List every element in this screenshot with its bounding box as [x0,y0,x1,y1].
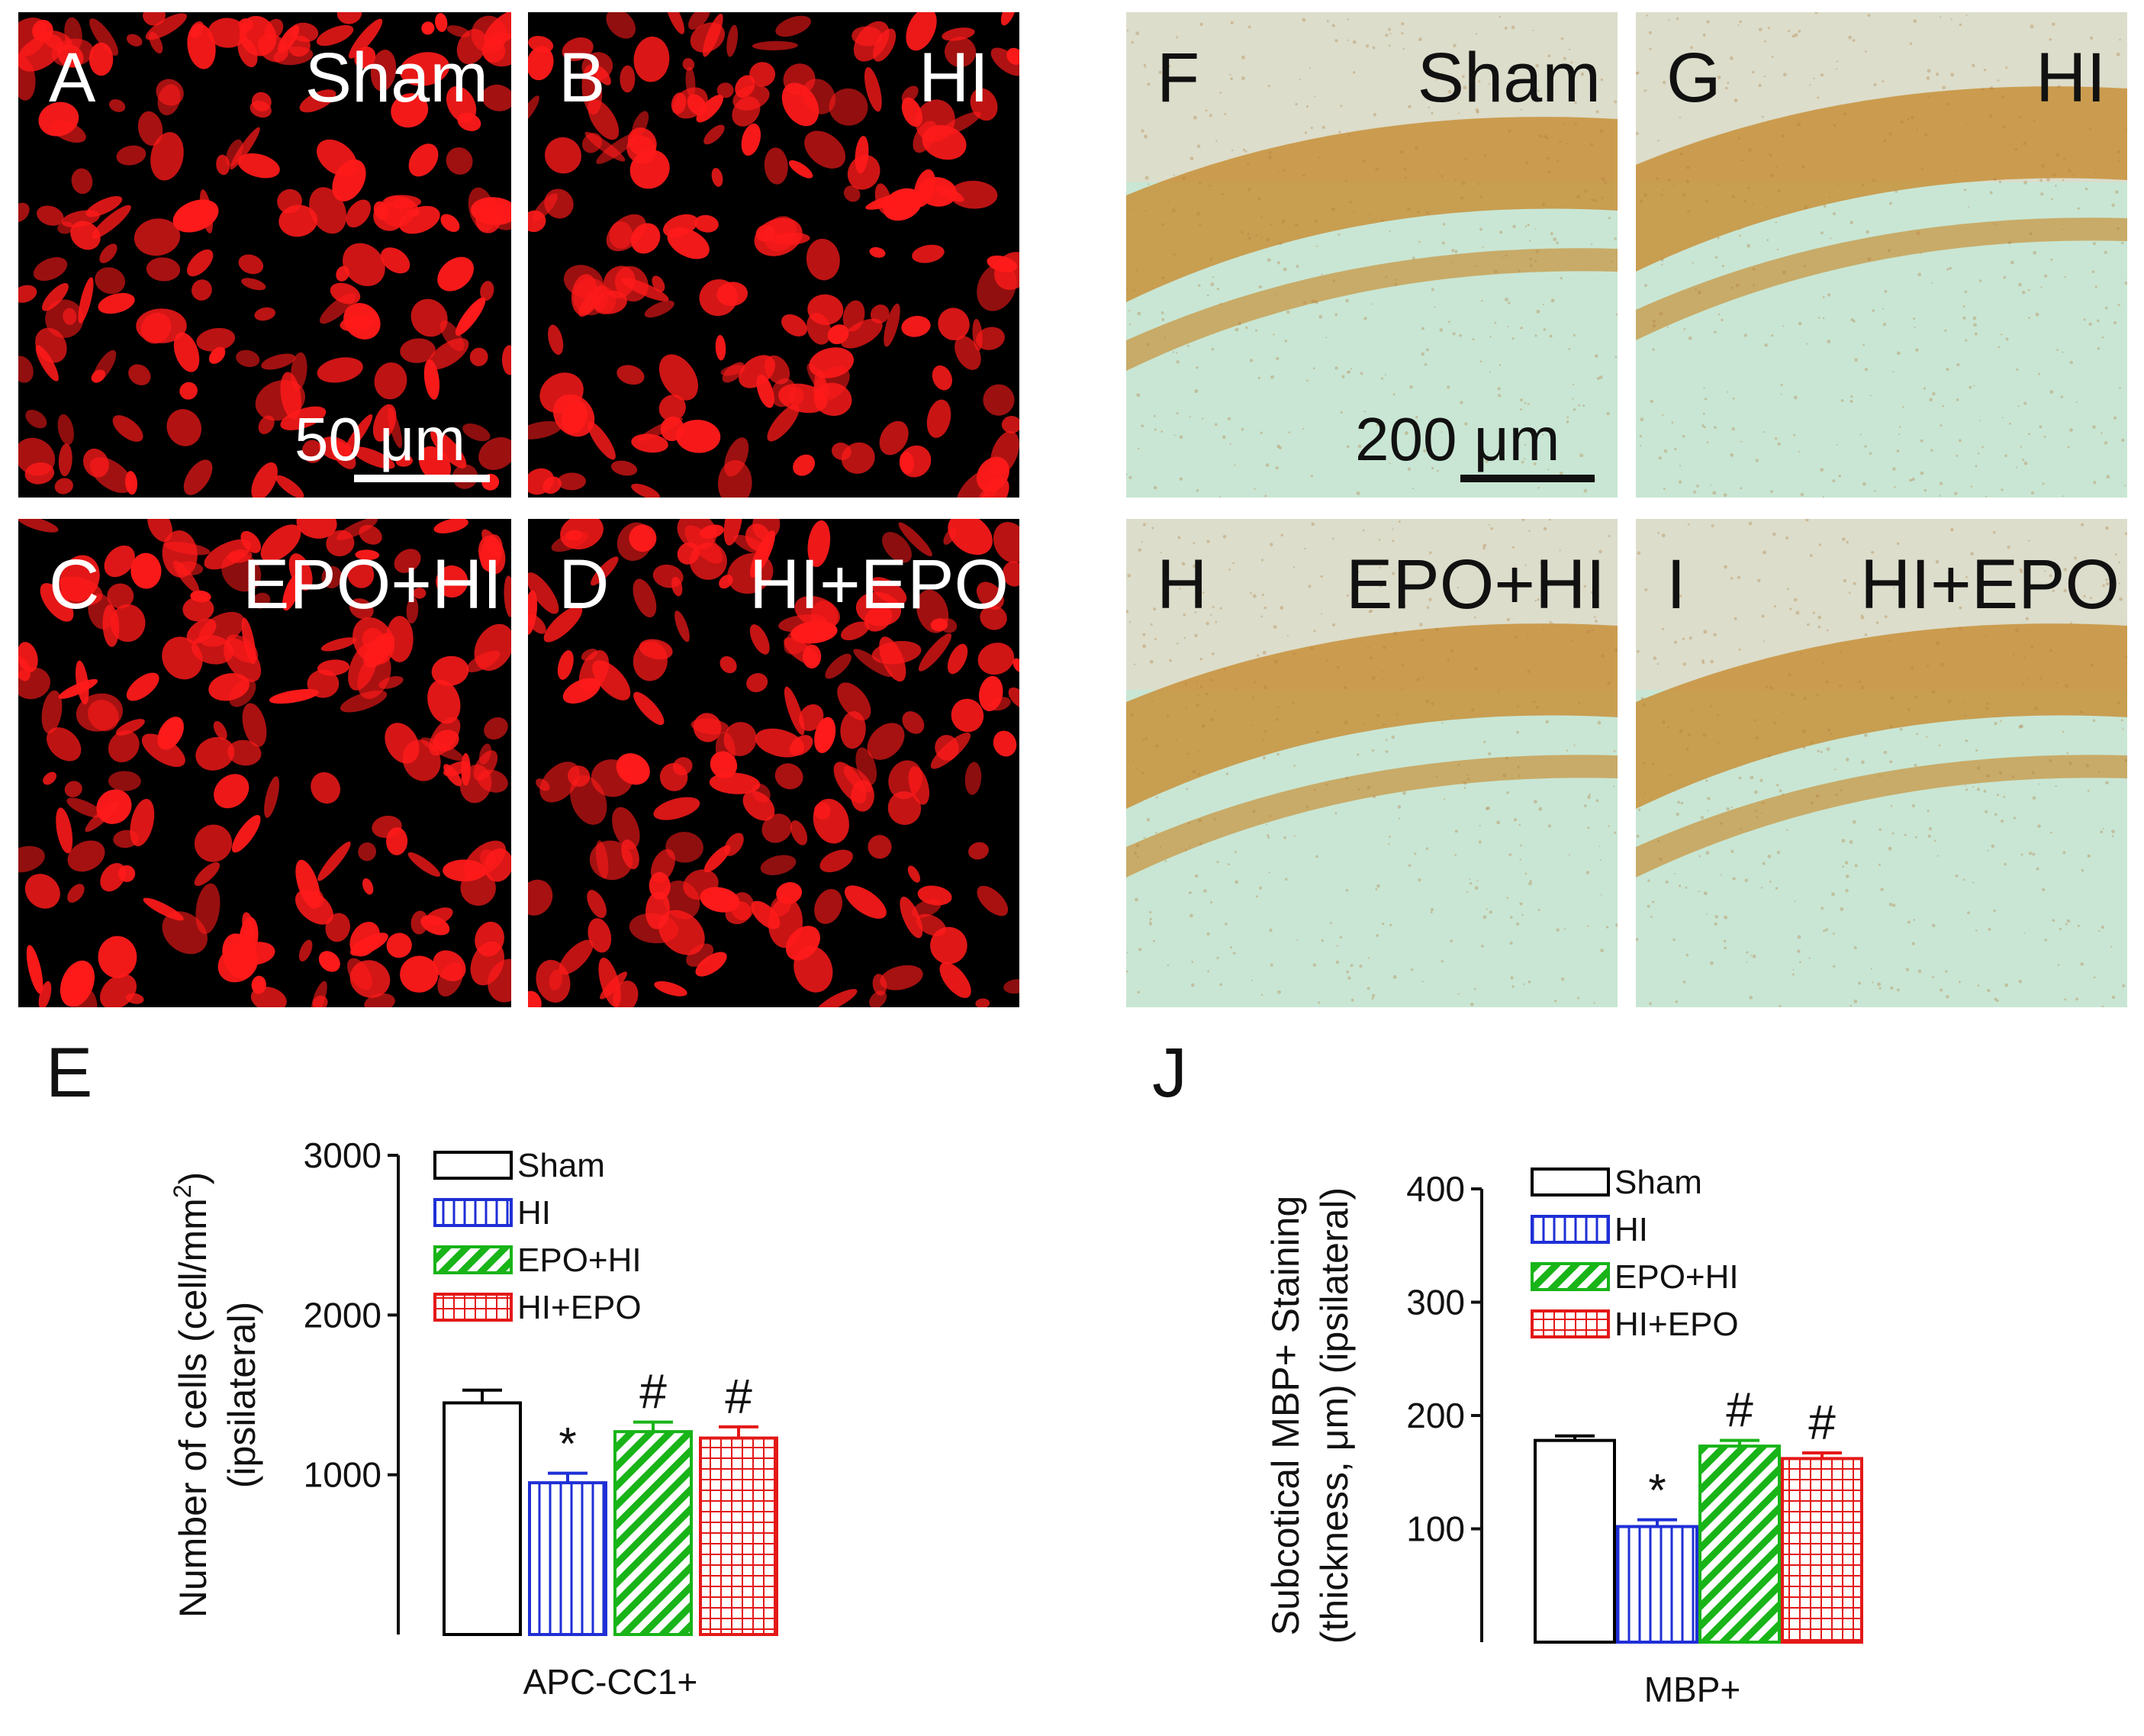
x-axis-label: MBP+ [1644,1670,1741,1709]
legend-swatch [1531,1309,1610,1338]
chart-e: 1000 2000 3000 * # # Sham HI EPO+HI HI+EPO APC-CC1… [169,1135,778,1702]
panel-letter-g: G [1666,39,1721,117]
chart-letter-j: J [1152,1034,1187,1112]
panel-letter-b: B [559,39,606,117]
y-tick-label: 400 [1406,1169,1465,1209]
panel-condition-d: HI+EPO [748,546,1009,623]
svg-text:Number of cells (cell/mm2): Number of cells (cell/mm2) [169,1172,214,1618]
y-tick-label: 3000 [304,1135,381,1175]
fluor-image-b [528,12,1019,498]
panel-letter-a: A [49,39,96,117]
legend-swatch [1531,1215,1610,1244]
panel-condition-g: HI [2036,39,2106,117]
panel-letter-c: C [49,546,100,623]
panel-f: F Sham 200 μm [1126,12,1618,498]
significance-marker: * [559,1419,576,1470]
panel-condition-i: HI+EPO [1859,546,2120,623]
legend-swatch [433,1198,513,1227]
panel-h: H EPO+HI [1126,519,1618,1007]
scale-bar-bright [1460,475,1595,482]
panel-condition-f: Sham [1417,39,1601,117]
fluor-image-a [18,12,511,498]
scale-bar-label-bright: 200 μm [1355,405,1560,473]
legend-label: HI [1614,1211,1648,1248]
y-axis-label: Number of cells (cell/mm2)(ipsilateral) [169,1172,263,1618]
legend-label: HI+EPO [517,1289,642,1326]
chart-letter-e: E [46,1034,93,1112]
chart-j: 100 200 300 400 * # # Sham HI EPO+HI HI+EPO MBP+ Sub… [1264,1164,1863,1709]
panel-condition-h: EPO+HI [1345,546,1605,623]
y-tick-label: 200 [1406,1396,1465,1435]
svg-text:Subcotical MBP+ Staining: Subcotical MBP+ Staining [1264,1196,1307,1636]
legend-label: EPO+HI [1614,1258,1739,1296]
panel-g: G HI [1636,12,2127,498]
bar-hi-epo [1781,1457,1863,1644]
significance-marker: * [1648,1465,1666,1516]
y-axis-label: Subcotical MBP+ Staining (thickness, μm) … [1264,1187,1356,1644]
bar-hi-epo [699,1436,778,1636]
y-tick-label: 100 [1406,1509,1465,1549]
legend-swatch [433,1293,513,1322]
panel-letter-h: H [1157,546,1208,623]
myelin-image-f [1126,12,1618,498]
panel-b: B HI [528,12,1019,498]
x-axis-label: APC-CC1+ [523,1662,698,1702]
svg-text:(ipsilateral): (ipsilateral) [221,1302,263,1489]
significance-marker: # [1726,1383,1753,1438]
fluor-image-c [18,519,511,1007]
panel-d: D HI+EPO [528,519,1019,1007]
significance-marker: # [725,1369,752,1424]
myelin-image-g [1636,12,2127,498]
significance-marker: # [1808,1395,1836,1450]
legend-label: Sham [1614,1164,1702,1201]
panel-condition-b: HI [919,39,989,117]
myelin-image-h [1126,519,1618,1006]
svg-text:(thickness, μm) (ipsilateral): (thickness, μm) (ipsilateral) [1313,1187,1356,1644]
fluor-image-d [528,519,1019,1007]
legend-swatch [1531,1262,1610,1291]
scale-bar-fluor [354,475,490,482]
bar-sham [443,1401,522,1636]
legend-label: HI+EPO [1614,1306,1739,1343]
bar-sham [1534,1438,1616,1644]
y-tick-label: 300 [1406,1283,1465,1322]
y-tick-label: 2000 [304,1295,381,1335]
legend-label: EPO+HI [517,1242,642,1279]
panel-condition-c: EPO+HI [242,546,502,623]
bar-hi [1616,1525,1698,1644]
panel-c: C EPO+HI [18,519,511,1007]
bar-hi [528,1481,607,1637]
legend-label: HI [517,1194,551,1232]
legend-swatch [433,1151,513,1180]
bar-epo-hi [1698,1445,1781,1644]
panel-letter-i: I [1666,546,1686,623]
panel-i: I HI+EPO [1636,519,2127,1007]
panel-condition-a: Sham [304,39,488,117]
y-tick-label: 1000 [304,1455,381,1495]
panel-letter-d: D [559,546,610,623]
panel-a: A Sham 50 μm [18,12,511,498]
legend-swatch [1531,1168,1610,1197]
panel-letter-f: F [1157,39,1200,117]
significance-marker: # [639,1364,667,1419]
myelin-image-i [1636,519,2127,1007]
bar-epo-hi [613,1430,693,1636]
scale-bar-label-fluor: 50 μm [295,405,465,473]
legend-swatch [433,1245,513,1274]
legend-label: Sham [517,1147,605,1184]
